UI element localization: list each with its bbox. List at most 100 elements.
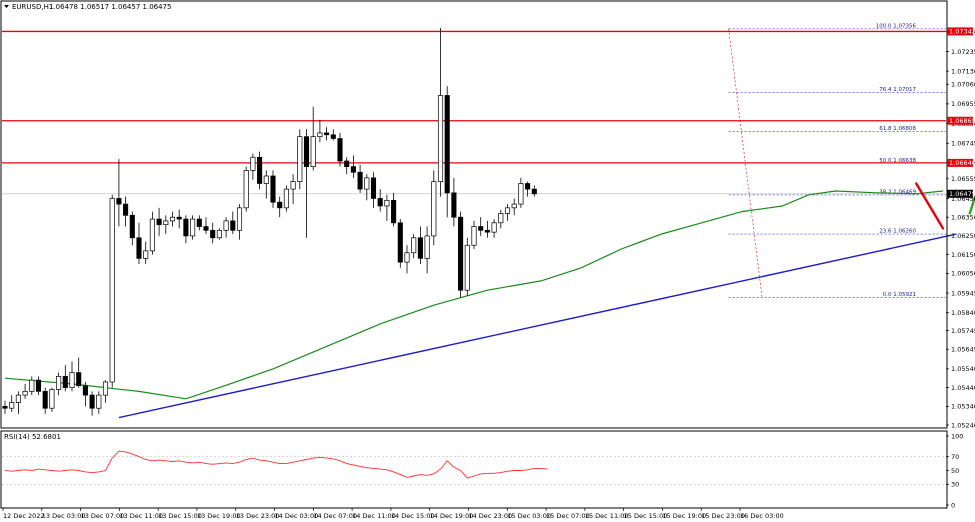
rsi-label: RSI(14) 52.6801 <box>4 433 61 441</box>
current-price-label: 1.06475 <box>949 190 975 198</box>
rsi-y-label: 0 <box>951 501 955 509</box>
candle-body <box>330 134 336 139</box>
candle-body <box>109 198 115 383</box>
candle-body <box>190 218 196 237</box>
x-axis-label: 15 Dec 15:00 <box>624 512 668 520</box>
candle-body <box>136 237 142 259</box>
resistance-price-label: 1.06640 <box>949 159 975 167</box>
fib-swing-line <box>728 28 763 298</box>
candle-body <box>444 95 450 194</box>
x-axis-label: 15 Dec 07:00 <box>546 512 590 520</box>
x-axis-label: 12 Dec 2022 <box>3 512 45 520</box>
resistance-price-label: 1.07342 <box>949 28 975 36</box>
candle-body <box>498 213 504 224</box>
candle-body <box>243 170 249 209</box>
x-axis-label: 13 Dec 07:00 <box>81 512 125 520</box>
y-axis-label: 1.06450 <box>951 195 975 203</box>
x-axis-label: 14 Dec 19:00 <box>430 512 474 520</box>
candle-body <box>324 132 330 136</box>
candle-body <box>196 218 202 227</box>
candle-body <box>397 222 403 263</box>
candle-body <box>458 216 464 291</box>
candle-body <box>210 229 216 239</box>
candle-body <box>391 199 397 224</box>
fib-level-label: 0.0 1.05921 <box>883 292 916 298</box>
x-axis-label: 13 Dec 03:00 <box>42 512 86 520</box>
y-axis-label: 1.06350 <box>951 213 975 221</box>
candle-body <box>283 188 289 209</box>
candle-body <box>123 203 129 216</box>
up-arrow <box>968 192 975 215</box>
y-axis-label: 1.05440 <box>951 384 975 392</box>
candle-body <box>370 177 377 199</box>
rsi-y-label: 70 <box>951 453 959 461</box>
symbol-label: EURUSD,H1 <box>12 3 53 11</box>
candle-body <box>35 379 42 392</box>
candle-body <box>364 177 370 190</box>
ohlc-values: 1.06478 1.06517 1.06457 1.06475 <box>49 3 171 11</box>
candle-body <box>149 218 155 252</box>
candle-body <box>9 402 15 409</box>
candle-body <box>424 235 430 259</box>
candle-body <box>404 252 410 263</box>
x-axis-label: 14 Dec 23:00 <box>468 512 512 520</box>
x-axis-label: 16 Dec 03:00 <box>740 512 784 520</box>
y-axis-label: 1.06555 <box>951 175 975 183</box>
candle-body <box>76 372 82 387</box>
fib-level-label: 23.6 1.06260 <box>879 229 916 235</box>
candle-body <box>29 379 35 392</box>
candle-body <box>69 372 75 388</box>
y-axis-label: 1.07130 <box>951 67 975 75</box>
candle-body <box>344 160 350 167</box>
candle-body <box>451 192 457 218</box>
candle-body <box>518 183 524 205</box>
resistance-price-label: 1.06865 <box>949 117 975 125</box>
resistance-price-tag <box>947 158 973 167</box>
candle-body <box>303 136 310 167</box>
y-axis-label: 1.05745 <box>951 327 975 335</box>
y-axis-label: 1.05340 <box>951 403 975 411</box>
current-price-tag <box>947 189 973 198</box>
candle-body <box>531 188 537 195</box>
y-axis-label: 1.05540 <box>951 365 975 373</box>
candle-body <box>504 207 511 214</box>
y-axis-label: 1.05840 <box>951 309 975 317</box>
candle-body <box>143 250 149 259</box>
candle-body <box>437 95 444 182</box>
candle-body <box>223 220 229 231</box>
candle-body <box>511 203 517 209</box>
rsi-panel <box>0 430 948 509</box>
candle-body <box>116 198 122 205</box>
candle-body <box>263 175 269 184</box>
x-axis-label: 15 Dec 03:00 <box>507 512 551 520</box>
symbol-dropdown-icon[interactable] <box>4 5 9 8</box>
candle-body <box>337 138 343 162</box>
x-axis-label: 14 Dec 15:00 <box>391 512 435 520</box>
candle-body <box>82 385 88 396</box>
fib-level-label: 50.0 1.06638 <box>879 158 916 164</box>
candle-body <box>62 376 68 388</box>
rsi-y-label: 30 <box>951 481 959 489</box>
fib-level-label: 61.8 1.06808 <box>879 126 916 132</box>
candle-body <box>297 136 303 182</box>
resistance-price-tag <box>947 27 973 36</box>
candle-body <box>270 175 276 203</box>
fib-level-label: 38.2 1.06469 <box>879 189 916 195</box>
rsi-y-label: 100 <box>951 432 963 440</box>
candle-body <box>431 181 437 237</box>
x-axis-label: 13 Dec 11:00 <box>119 512 163 520</box>
x-axis-label: 13 Dec 15:00 <box>158 512 202 520</box>
candle-body <box>471 226 477 246</box>
candle-body <box>417 237 423 259</box>
candle-body <box>15 394 21 403</box>
x-axis-label: 14 Dec 03:00 <box>275 512 319 520</box>
candle-body <box>203 226 209 231</box>
candle-body <box>230 220 236 231</box>
candle-body <box>163 220 169 226</box>
candle-body <box>183 218 189 237</box>
x-axis-label: 15 Dec 19:00 <box>662 512 706 520</box>
x-axis-label: 14 Dec 07:00 <box>313 512 357 520</box>
candle-body <box>22 391 28 396</box>
candle-body <box>250 156 256 171</box>
candle-body <box>464 244 470 291</box>
